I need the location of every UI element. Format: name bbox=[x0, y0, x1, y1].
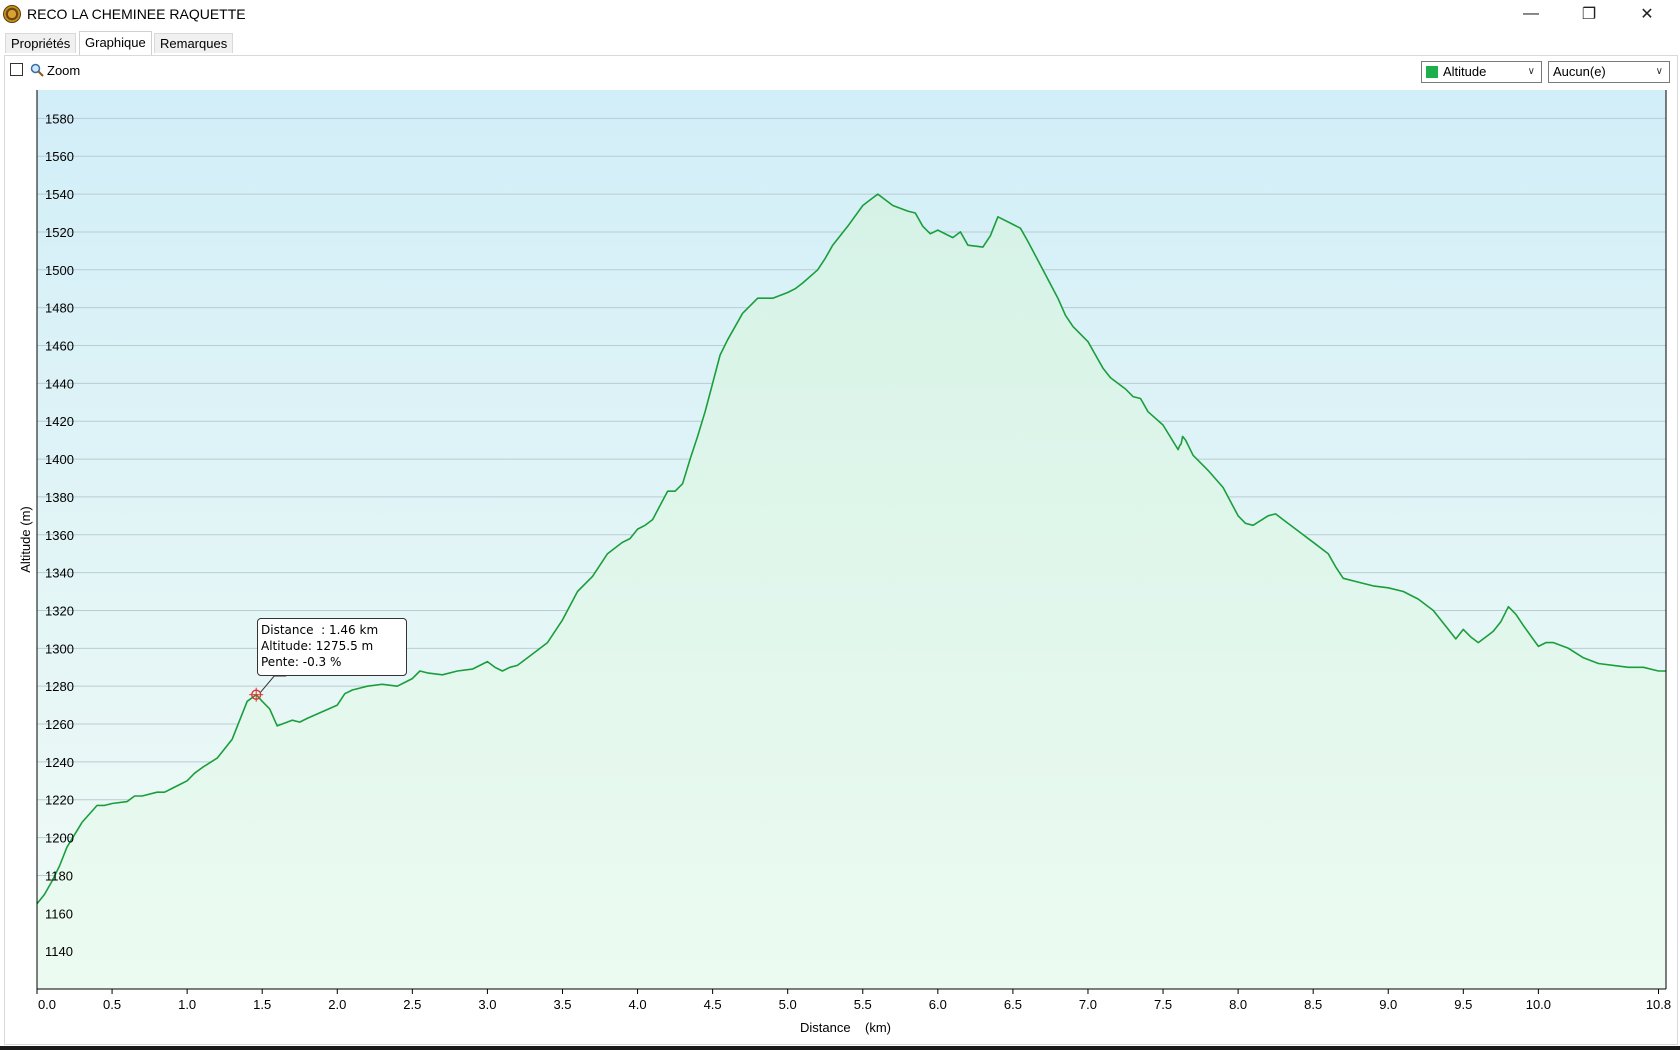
y-tick-label: 1220 bbox=[45, 793, 74, 808]
x-tick-label: 1.5 bbox=[253, 997, 271, 1012]
x-tick-label: 7.0 bbox=[1079, 997, 1097, 1012]
y-tick-label: 1560 bbox=[45, 149, 74, 164]
altitude-line bbox=[36, 193, 1666, 905]
x-tick-label: 4.5 bbox=[704, 997, 722, 1012]
altitude-area bbox=[37, 194, 1666, 990]
title-bar: RECO LA CHEMINEE RAQUETTE — ❐ ✕ bbox=[0, 0, 1680, 28]
x-tick-label: 0.5 bbox=[103, 997, 121, 1012]
y-tick-label: 1440 bbox=[45, 376, 74, 391]
series-select[interactable]: Altitude ∨ bbox=[1421, 61, 1542, 83]
x-tick-label: 3.5 bbox=[553, 997, 571, 1012]
tab-graphique[interactable]: Graphique bbox=[79, 31, 152, 55]
tooltip-pointer bbox=[259, 675, 287, 694]
y-tick-label: 1180 bbox=[45, 868, 73, 883]
minimize-button[interactable]: — bbox=[1523, 5, 1539, 22]
data-tooltip: Distance : 1.46 km Altitude: 1275.5 m Pe… bbox=[257, 618, 407, 676]
x-tick-label: 8.0 bbox=[1229, 997, 1247, 1012]
series-select-value: Altitude bbox=[1443, 64, 1487, 79]
close-button[interactable]: ✕ bbox=[1640, 6, 1654, 23]
y-tick-label: 1540 bbox=[45, 187, 74, 202]
tab-strip: Propriétés Graphique Remarques bbox=[0, 31, 1680, 55]
y-tick-label: 1160 bbox=[45, 906, 73, 921]
chevron-down-icon: ∨ bbox=[1527, 66, 1535, 77]
y-tick-label: 1380 bbox=[45, 490, 74, 505]
y-tick-label: 1580 bbox=[45, 111, 74, 126]
taskbar-edge bbox=[0, 1046, 1680, 1050]
y-tick-label: 1200 bbox=[45, 831, 74, 846]
x-tick-label: 2.0 bbox=[328, 997, 346, 1012]
magnifier-icon bbox=[30, 63, 44, 77]
tab-remarques[interactable]: Remarques bbox=[154, 33, 234, 53]
tooltip-distance: Distance : 1.46 km bbox=[261, 623, 379, 637]
y-tick-label: 1480 bbox=[45, 301, 74, 316]
y-tick-label: 1500 bbox=[45, 263, 74, 278]
y-tick-label: 1420 bbox=[45, 414, 74, 429]
y-tick-label: 1320 bbox=[45, 603, 74, 618]
chevron-down-icon: ∨ bbox=[1655, 66, 1663, 77]
secondary-series-select[interactable]: Aucun(e) ∨ bbox=[1548, 61, 1670, 83]
x-tick-label: 6.5 bbox=[1004, 997, 1022, 1012]
y-tick-label: 1360 bbox=[45, 528, 74, 543]
x-tick-label: 1.0 bbox=[178, 997, 196, 1012]
series-color-swatch bbox=[1426, 66, 1438, 78]
x-tick-label: 6.0 bbox=[929, 997, 947, 1012]
maximize-button[interactable]: ❐ bbox=[1581, 6, 1597, 23]
y-tick-label: 1400 bbox=[45, 452, 74, 467]
x-tick-label: 9.5 bbox=[1454, 997, 1472, 1012]
y-tick-label: 1260 bbox=[45, 717, 74, 732]
x-tick-label: 9.0 bbox=[1379, 997, 1397, 1012]
y-tick-label: 1520 bbox=[45, 225, 74, 240]
y-tick-label: 1240 bbox=[45, 755, 74, 770]
x-tick-label: 7.5 bbox=[1154, 997, 1172, 1012]
x-tick-label: 5.5 bbox=[854, 997, 872, 1012]
zoom-checkbox[interactable] bbox=[10, 63, 23, 76]
y-axis-title: Altitude (m) bbox=[18, 506, 33, 572]
x-tick-label: 10.8 bbox=[1646, 997, 1671, 1012]
x-tick-label: 4.0 bbox=[629, 997, 647, 1012]
y-tick-label: 1460 bbox=[45, 339, 74, 354]
app-logo-icon bbox=[3, 5, 21, 23]
y-tick-label: 1280 bbox=[45, 679, 74, 694]
tab-proprietes[interactable]: Propriétés bbox=[5, 33, 77, 53]
x-tick-label: 2.5 bbox=[403, 997, 421, 1012]
y-tick-label: 1340 bbox=[45, 566, 74, 581]
x-axis-title: Distance (km) bbox=[800, 1020, 891, 1035]
x-tick-label: 0.0 bbox=[38, 997, 56, 1012]
tooltip-altitude: Altitude: 1275.5 m bbox=[261, 639, 374, 653]
x-tick-label: 5.0 bbox=[779, 997, 797, 1012]
y-tick-label: 1300 bbox=[45, 641, 74, 656]
window-title: RECO LA CHEMINEE RAQUETTE bbox=[27, 6, 246, 22]
tooltip-slope: Pente: -0.3 % bbox=[261, 655, 342, 669]
zoom-label: Zoom bbox=[47, 63, 81, 78]
y-tick-label: 1140 bbox=[45, 944, 73, 959]
x-tick-label: 3.0 bbox=[478, 997, 496, 1012]
x-tick-label: 8.5 bbox=[1304, 997, 1322, 1012]
x-tick-label: 10.0 bbox=[1526, 997, 1551, 1012]
secondary-select-value: Aucun(e) bbox=[1553, 64, 1606, 79]
